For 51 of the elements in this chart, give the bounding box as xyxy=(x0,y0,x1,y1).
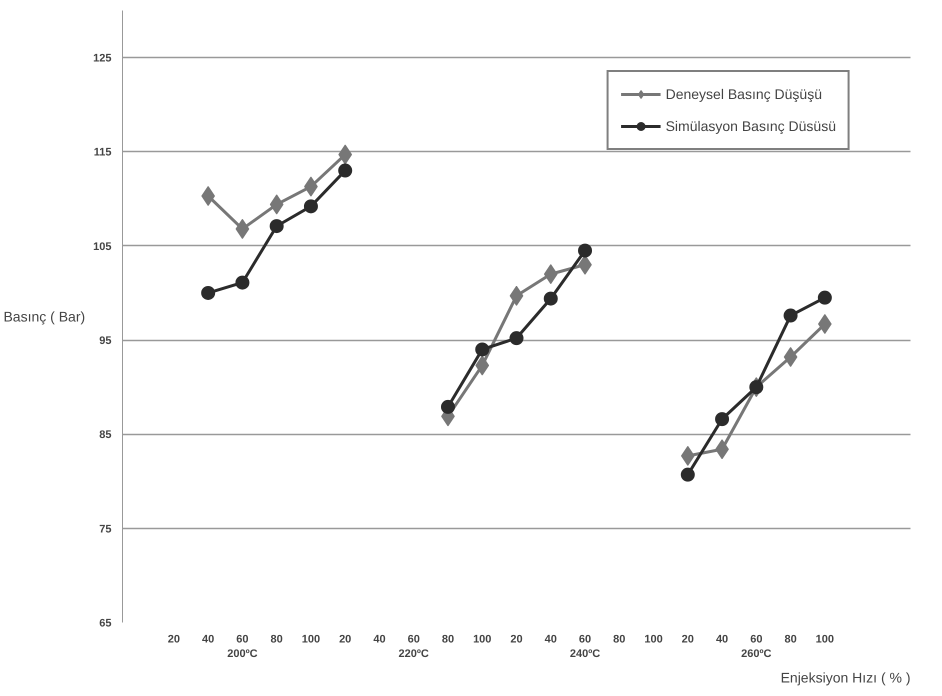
legend-label: Simülasyon Basınç Düsüsü xyxy=(666,118,836,134)
x-tick-label: 100 xyxy=(644,634,663,646)
x-tick-label: 60 200ºC xyxy=(227,634,258,660)
x-tick-label: 20 xyxy=(682,634,694,646)
x-tick-label: 80 xyxy=(270,634,283,646)
x-axis-title: Enjeksiyon Hızı ( % ) xyxy=(780,670,911,686)
x-tick-label: 80 xyxy=(613,634,626,646)
x-tick-label: 60 260ºC xyxy=(741,634,772,660)
y-tick-label: 85 xyxy=(99,429,112,442)
point xyxy=(715,412,730,426)
y-tick-label: 65 xyxy=(99,618,112,630)
legend-label: Deneysel Basınç Düşüşü xyxy=(666,86,822,102)
point xyxy=(784,308,798,323)
x-tick-label: 100 xyxy=(473,634,492,646)
y-axis-title: Basınç ( Bar) xyxy=(3,308,86,324)
point xyxy=(475,342,490,356)
x-tick-label: 60 220ºC xyxy=(398,634,429,660)
x-tick-label: 60 240ºC xyxy=(570,634,600,660)
y-tick-label: 75 xyxy=(99,523,112,536)
x-tick-label: 20 xyxy=(510,634,523,646)
y-tick-label: 125 xyxy=(93,52,112,65)
point xyxy=(578,244,592,258)
x-tick-label: 20 xyxy=(339,634,352,646)
x-tick-label: 40 xyxy=(202,634,214,646)
point xyxy=(680,446,695,466)
point xyxy=(544,292,558,306)
x-tick-label: 40 xyxy=(544,634,557,646)
point xyxy=(544,264,558,284)
point xyxy=(270,219,284,234)
point xyxy=(680,468,695,482)
point xyxy=(201,286,216,300)
point xyxy=(818,290,832,305)
point xyxy=(270,194,284,214)
point xyxy=(475,355,490,376)
x-tick-label: 40 xyxy=(716,634,728,646)
x-tick-label: 80 xyxy=(784,634,797,646)
y-tick-label: 95 xyxy=(99,335,112,348)
x-tick-label: 20 xyxy=(168,634,180,646)
point xyxy=(749,380,764,394)
x-tick-label: 100 xyxy=(816,634,834,646)
y-tick-label: 105 xyxy=(93,240,112,253)
x-tick-label: 100 xyxy=(302,634,320,646)
point xyxy=(338,144,352,165)
point xyxy=(338,164,352,178)
x-tick-label: 80 xyxy=(442,634,454,646)
x-tick-label: 40 xyxy=(373,634,386,646)
point xyxy=(304,199,318,214)
point xyxy=(440,400,455,414)
point xyxy=(510,331,524,346)
point xyxy=(235,276,250,290)
y-tick-label: 115 xyxy=(94,146,112,159)
